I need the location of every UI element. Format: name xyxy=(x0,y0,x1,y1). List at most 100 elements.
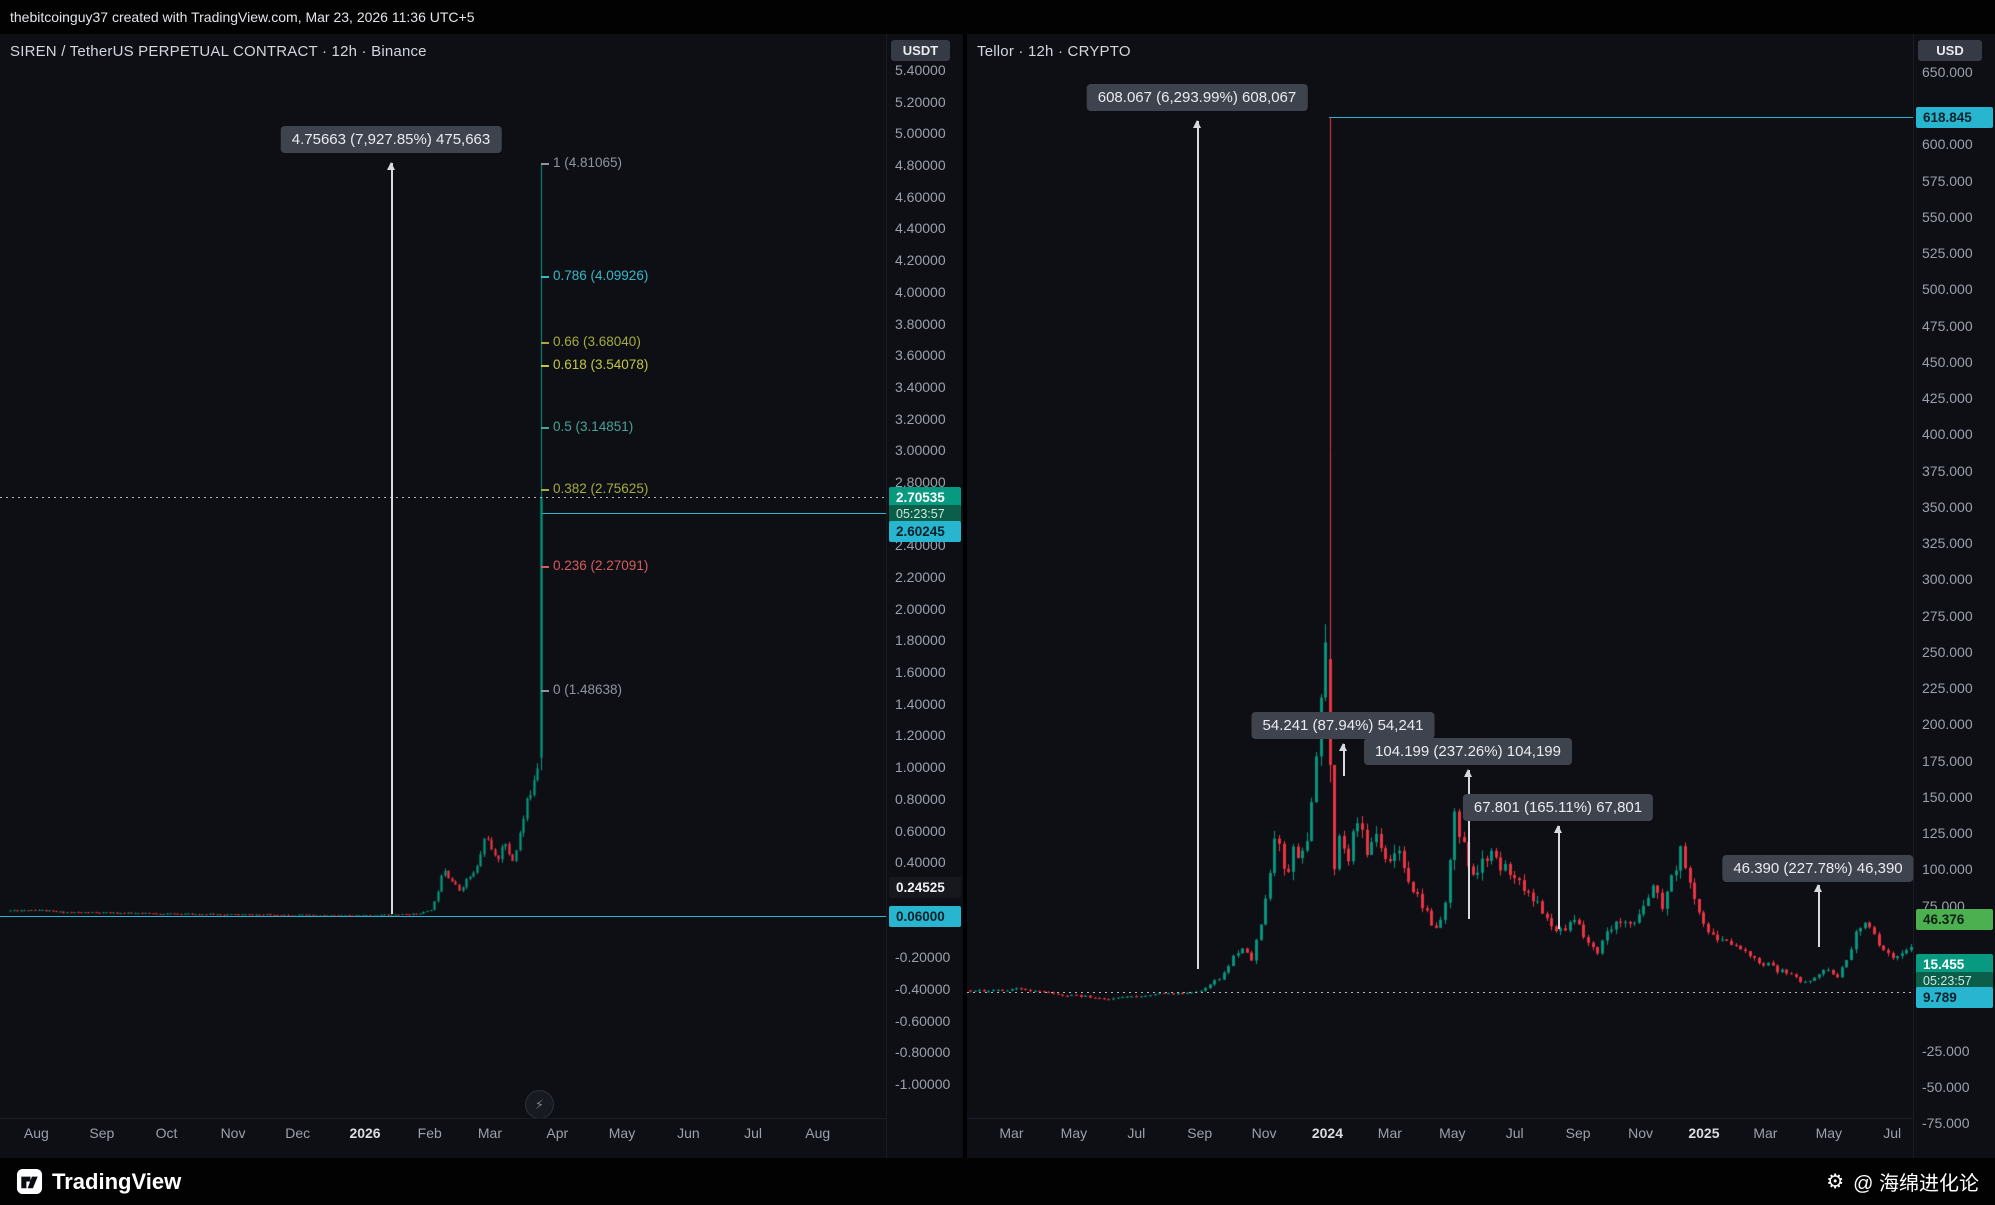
fib-level-label[interactable]: 0.236 (2.27091) xyxy=(553,557,649,573)
measure-arrow-head xyxy=(1464,769,1472,777)
measure-arrow-line[interactable] xyxy=(1343,744,1345,776)
measure-label[interactable]: 608.067 (6,293.99%) 608,067 xyxy=(1086,84,1308,111)
price-axis-label: 05:23:57 xyxy=(889,504,961,523)
measure-arrow-head xyxy=(1554,825,1562,833)
time-axis-tick-label: Aug xyxy=(23,1125,49,1141)
time-axis-tick-label: Sep xyxy=(1187,1125,1213,1141)
time-axis-tick-label: Dec xyxy=(285,1125,311,1141)
time-axis[interactable]: Aug Sep Oct Nov Dec 2026 Feb Mar Apr May Jun Jul Aug xyxy=(0,1118,886,1158)
measure-label[interactable]: 104.199 (237.26%) 104,199 xyxy=(1364,738,1572,765)
tellor-currency-badge: USD xyxy=(1918,40,1982,61)
time-axis-tick-label: Jul xyxy=(1127,1125,1146,1141)
price-axis-tick-label: 400.000 xyxy=(1922,426,1973,443)
measure-arrow-head xyxy=(1339,743,1347,751)
price-axis-tick-label: 3.40000 xyxy=(895,378,946,395)
price-axis-tick-label: 1.80000 xyxy=(895,632,946,649)
time-axis-tick-label: May xyxy=(608,1125,636,1141)
measure-label[interactable]: 46.390 (227.78%) 46,390 xyxy=(1722,855,1914,882)
time-axis[interactable]: Mar May Jul Sep Nov 2024 Mar May Jul Sep Nov 2025 Ma… xyxy=(967,1118,1913,1158)
time-axis-tick-label: Jul xyxy=(1883,1125,1902,1141)
fib-level-line xyxy=(541,565,549,568)
fib-level-label[interactable]: 0.5 (3.14851) xyxy=(553,418,634,434)
fib-level-label[interactable]: 0.786 (4.09926) xyxy=(553,268,649,284)
fib-level-line xyxy=(541,163,549,166)
tellor-candles-canvas[interactable] xyxy=(967,34,1913,1114)
fib-level-label[interactable]: 0.382 (2.75625) xyxy=(553,480,649,496)
siren-currency-badge: USDT xyxy=(891,40,950,61)
price-axis-label: 9.789 xyxy=(1916,987,1993,1009)
price-axis-tick-label: 0.80000 xyxy=(895,790,946,807)
measure-label[interactable]: 67.801 (165.11%) 67,801 xyxy=(1462,794,1654,821)
price-axis-tick-label: 500.000 xyxy=(1922,281,1973,298)
time-axis-tick-label: May xyxy=(1815,1125,1843,1141)
measure-label[interactable]: 4.75663 (7,927.85%) 475,663 xyxy=(280,126,502,153)
time-axis-tick-label: 2024 xyxy=(1311,1125,1343,1141)
price-axis-tick-label: 525.000 xyxy=(1922,245,1973,262)
fib-level-line xyxy=(541,488,549,491)
measure-arrow-line[interactable] xyxy=(1818,885,1820,947)
siren-candles-canvas[interactable] xyxy=(0,34,886,1114)
time-axis-tick-label: Jun xyxy=(677,1125,700,1141)
fib-level-line xyxy=(541,364,549,367)
price-axis-tick-label: 4.80000 xyxy=(895,157,946,174)
top-attribution-bar: thebitcoinguy37 created with TradingView… xyxy=(0,0,1995,34)
tradingview-logo-icon xyxy=(16,1168,43,1195)
price-axis-tick-label: 125.000 xyxy=(1922,825,1973,842)
tradingview-logo[interactable]: TradingView xyxy=(16,1168,181,1195)
time-axis-tick-label: Nov xyxy=(1628,1125,1653,1141)
measure-arrow-head xyxy=(387,162,395,170)
price-axis-tick-label: 1.00000 xyxy=(895,759,946,776)
measure-arrow-line[interactable] xyxy=(1197,121,1199,969)
tellor-chart-pane: Tellor · 12h · CRYPTO USD 650.000 600.000… xyxy=(967,34,1995,1158)
price-axis-tick-label: -0.20000 xyxy=(895,949,951,966)
siren-chart-pane: SIREN / TetherUS PERPETUAL CONTRACT · 12… xyxy=(0,34,963,1158)
price-axis-label: 0.24525 xyxy=(889,876,961,898)
fib-level-line xyxy=(541,342,549,345)
price-axis-tick-label: 4.20000 xyxy=(895,252,946,269)
price-axis[interactable]: 650.000 600.000 575.000 550.000 525.000 500.0… xyxy=(1913,34,1995,1158)
charts-region: SIREN / TetherUS PERPETUAL CONTRACT · 12… xyxy=(0,34,1995,1158)
measure-arrow-head xyxy=(1193,120,1201,128)
fib-level-line xyxy=(541,690,549,693)
price-axis-tick-label: 1.20000 xyxy=(895,727,946,744)
author-watermark: ⚙ @ 海绵进化论 xyxy=(1826,1167,1979,1196)
price-axis-tick-label: -0.40000 xyxy=(895,980,951,997)
price-axis-tick-label: 300.000 xyxy=(1922,571,1973,588)
current-price-dotted-line xyxy=(967,991,1913,993)
time-axis-tick-label: Sep xyxy=(89,1125,115,1141)
price-axis-tick-label: 550.000 xyxy=(1922,208,1973,225)
siren-symbol-header[interactable]: SIREN / TetherUS PERPETUAL CONTRACT · 12… xyxy=(10,43,427,60)
price-axis-tick-label: 5.00000 xyxy=(895,125,946,142)
price-axis-tick-label: 0.60000 xyxy=(895,822,946,839)
price-axis-label: 2.60245 xyxy=(889,521,961,543)
price-axis-tick-label: 250.000 xyxy=(1922,643,1973,660)
fib-level-label[interactable]: 0.66 (3.68040) xyxy=(553,334,641,350)
measure-arrow-line[interactable] xyxy=(1468,770,1470,919)
time-axis-tick-label: Oct xyxy=(155,1125,178,1141)
gear-icon: ⚙ xyxy=(1826,1170,1845,1193)
price-axis-tick-label: 200.000 xyxy=(1922,716,1973,733)
price-axis-tick-label: 2.20000 xyxy=(895,569,946,585)
author-watermark-text: @ 海绵进化论 xyxy=(1853,1173,1979,1195)
attribution-text: thebitcoinguy37 created with TradingView… xyxy=(10,9,475,25)
tellor-symbol-header[interactable]: Tellor · 12h · CRYPTO xyxy=(977,43,1131,60)
price-axis-tick-label: 150.000 xyxy=(1922,788,1973,805)
fib-level-label[interactable]: 0 (1.48638) xyxy=(553,682,623,698)
price-axis-label: 05:23:57 xyxy=(1916,971,1993,990)
fib-level-label[interactable]: 0.618 (3.54078) xyxy=(553,356,649,372)
price-axis-label: 46.376 xyxy=(1916,909,1993,931)
fib-level-label[interactable]: 1 (4.81065) xyxy=(553,155,623,171)
price-axis-tick-label: 4.60000 xyxy=(895,188,946,205)
fib-level-line xyxy=(541,426,549,429)
price-axis-tick-label: 0.40000 xyxy=(895,854,946,871)
measure-arrow-line[interactable] xyxy=(391,163,393,914)
price-axis-tick-label: 650.000 xyxy=(1922,64,1973,80)
price-axis-tick-label: 175.000 xyxy=(1922,752,1973,769)
time-axis-tick-label: 2025 xyxy=(1688,1125,1720,1141)
measure-label[interactable]: 54.241 (87.94%) 54,241 xyxy=(1251,712,1435,739)
measure-arrow-line[interactable] xyxy=(1558,826,1560,929)
time-axis-tick-label: Apr xyxy=(546,1125,569,1141)
price-axis[interactable]: 5.40000 5.20000 5.00000 4.80000 4.60000 4.400… xyxy=(886,34,963,1158)
chart-watermark-icon: ⚡ xyxy=(525,1090,554,1119)
time-axis-tick-label: Mar xyxy=(477,1125,503,1141)
